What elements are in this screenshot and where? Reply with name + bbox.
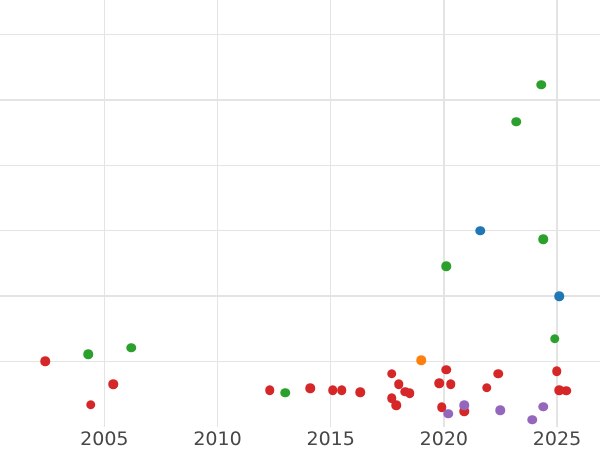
data-point-orange-series-0: [416, 355, 426, 365]
x-tick-label-2020: 2020: [419, 428, 469, 450]
data-point-red-series-22: [554, 385, 564, 395]
data-point-red-series-20: [493, 369, 503, 379]
data-point-purple-series-2: [495, 405, 506, 416]
data-point-red-series-0: [40, 356, 51, 367]
data-point-red-series-3: [264, 385, 275, 395]
data-point-red-series-10: [391, 400, 402, 410]
data-point-red-series-18: [459, 406, 469, 416]
data-point-red-series-9: [387, 393, 397, 403]
gridline-horizontal-5: [0, 99, 600, 101]
data-point-purple-series-3: [527, 414, 537, 425]
gridline-vertical-2015: [329, 0, 332, 427]
gridline-vertical-2020: [443, 0, 445, 427]
data-point-red-series-21: [552, 366, 562, 376]
data-point-green-series-6: [538, 234, 549, 244]
data-point-green-series-3: [441, 261, 451, 271]
gridline-horizontal-6: [0, 33, 600, 36]
data-point-purple-series-1: [459, 400, 469, 410]
data-point-red-series-23: [561, 386, 571, 396]
scatter-plot: [0, 0, 600, 427]
data-point-red-series-16: [441, 365, 451, 375]
data-point-red-series-2: [108, 379, 119, 390]
data-point-green-series-2: [280, 388, 291, 398]
data-point-red-series-19: [482, 382, 492, 393]
data-point-green-series-7: [549, 333, 560, 344]
x-tick-label-2010: 2010: [193, 428, 242, 450]
data-point-red-series-11: [393, 379, 404, 390]
data-point-red-series-5: [328, 385, 338, 395]
data-point-red-series-15: [436, 402, 447, 412]
gridline-vertical-2025: [556, 0, 558, 427]
x-tick-label-2005: 2005: [80, 428, 129, 450]
x-tick-label-2025: 2025: [532, 428, 582, 450]
data-point-purple-series-0: [443, 408, 454, 419]
gridline-horizontal-1: [0, 360, 600, 363]
data-point-green-series-5: [536, 80, 546, 90]
data-point-red-series-7: [355, 387, 365, 397]
data-point-red-series-6: [337, 385, 347, 395]
data-point-green-series-1: [126, 342, 137, 353]
data-point-green-series-4: [511, 116, 521, 127]
gridline-horizontal-4: [0, 164, 600, 167]
data-point-green-series-0: [83, 349, 94, 359]
gridline-vertical-2010: [216, 0, 219, 427]
gridline-horizontal-2: [0, 295, 600, 297]
data-point-red-series-1: [86, 399, 96, 410]
data-point-red-series-17: [445, 379, 456, 390]
data-point-blue-series-0: [475, 225, 485, 236]
data-point-red-series-4: [305, 383, 316, 393]
gridline-horizontal-3: [0, 230, 600, 232]
data-point-red-series-13: [405, 388, 415, 399]
data-point-red-series-8: [387, 369, 397, 379]
data-point-purple-series-4: [538, 401, 549, 412]
x-tick-label-2015: 2015: [306, 428, 355, 450]
gridline-vertical-2005: [103, 0, 106, 427]
data-point-blue-series-1: [554, 291, 564, 301]
data-point-red-series-14: [434, 378, 445, 388]
